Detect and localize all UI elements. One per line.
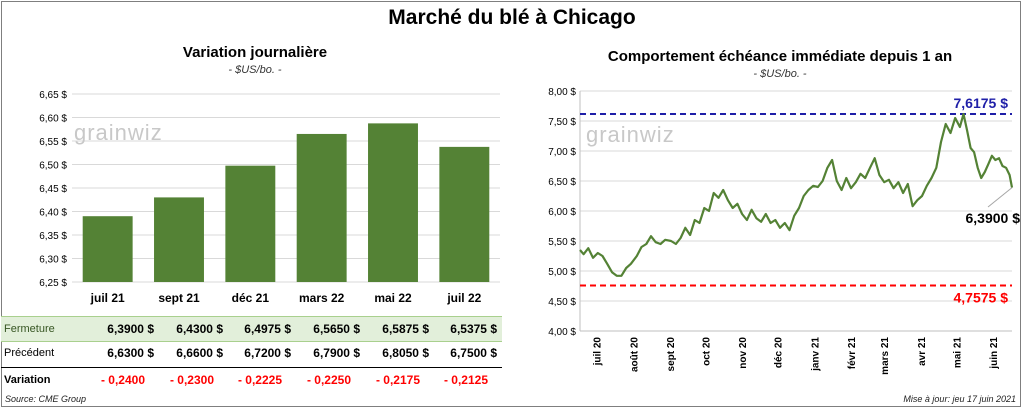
y-tick-label: 8,00 $ [548, 87, 576, 98]
bar [439, 146, 490, 282]
y-tick-label: 7,50 $ [548, 117, 576, 128]
x-tick-label: juil 22 [446, 291, 481, 305]
bar [296, 133, 347, 282]
table-row-fermeture: Fermeture 6,3900 $ 6,4300 $ 6,4975 $ 6,5… [1, 316, 502, 342]
source-note: Source: CME Group [5, 394, 87, 404]
precedent-value: 6,7500 $ [450, 346, 497, 360]
variation-value: - 0,2225 [237, 373, 282, 387]
left-chart-subtitle: - $US/bo. - [228, 64, 282, 76]
row-label-precedent: Précédent [4, 347, 55, 359]
y-tick-label: 4,50 $ [548, 297, 576, 308]
variation-value: - 0,2125 [443, 373, 488, 387]
y-tick-label: 6,35 $ [39, 231, 67, 242]
x-tick-label: mai 21 [952, 337, 963, 369]
bar [154, 197, 204, 282]
right-line-chart: 4,00 $ 4,50 $ 5,00 $ 5,50 $ 6,00 $ 6,50 $ 7,00… [548, 87, 1021, 375]
last-value-label: 6,3900 $ [966, 210, 1021, 226]
x-tick-label: sept 21 [158, 291, 200, 305]
x-tick-label: mai 22 [374, 291, 412, 305]
main-title: Marché du blé à Chicago [388, 6, 636, 29]
y-tick-label: 6,65 $ [39, 90, 67, 101]
left-chart-title: Variation journalière [182, 44, 328, 61]
y-tick-label: 6,25 $ [39, 278, 67, 289]
update-note: Mise à jour: jeu 17 juin 2021 [903, 394, 1016, 404]
variation-value: - 0,2175 [375, 373, 420, 387]
y-tick-label: 6,60 $ [39, 114, 67, 125]
last-value-leader [987, 187, 1013, 208]
precedent-value: 6,6300 $ [107, 346, 154, 360]
row-label-variation: Variation [4, 374, 51, 386]
fermeture-value: 6,4300 $ [176, 322, 223, 336]
x-tick-label: déc 20 [774, 337, 785, 369]
max-value-label: 7,6175 $ [954, 95, 1009, 111]
precedent-value: 6,8050 $ [382, 346, 429, 360]
precedent-value: 6,7200 $ [244, 346, 291, 360]
watermark-logo: grainwiz [74, 120, 163, 145]
y-tick-label: 6,50 $ [39, 161, 67, 172]
table-row-precedent: Précédent 6,6300 $ 6,6600 $ 6,7200 $ 6,7… [1, 341, 502, 365]
x-tick-label: nov 20 [738, 337, 749, 369]
watermark-logo: grainwiz [586, 122, 675, 147]
table-row-variation: Variation - 0,2400 - 0,2300 - 0,2225 - 0… [1, 367, 502, 392]
fermeture-value: 6,4975 $ [244, 322, 291, 336]
fermeture-value: 6,5875 $ [382, 322, 429, 336]
y-tick-label: 6,00 $ [548, 207, 576, 218]
y-tick-label: 7,00 $ [548, 147, 576, 158]
y-tick-label: 6,55 $ [39, 137, 67, 148]
x-tick-label: oct 20 [701, 337, 712, 366]
fermeture-value: 6,3900 $ [107, 322, 154, 336]
y-tick-label: 5,50 $ [548, 237, 576, 248]
fermeture-value: 6,5650 $ [313, 322, 360, 336]
fermeture-value: 6,5375 $ [450, 322, 497, 336]
x-tick-label: janv 21 [810, 337, 821, 372]
row-label-fermeture: Fermeture [4, 323, 55, 335]
x-tick-label: mars 22 [299, 291, 345, 305]
y-tick-label: 6,45 $ [39, 184, 67, 195]
x-tick-label: mars 21 [880, 337, 891, 375]
bar [225, 165, 276, 282]
y-tick-label: 5,00 $ [548, 267, 576, 278]
bar [82, 216, 133, 282]
y-tick-label: 4,00 $ [548, 327, 576, 338]
left-bar-chart: 6,25 $ 6,30 $ 6,35 $ 6,40 $ 6,45 $ 6,50 $ 6,55… [39, 90, 500, 305]
x-tick-label: juil 20 [593, 337, 604, 367]
variation-value: - 0,2250 [306, 373, 351, 387]
bar [368, 123, 418, 282]
x-tick-label: sept 20 [666, 337, 677, 372]
right-chart-subtitle: - $US/bo. - [753, 68, 807, 80]
x-tick-label: juin 21 [989, 337, 1000, 370]
x-tick-label: févr 21 [847, 337, 858, 370]
x-tick-label: juil 21 [90, 291, 125, 305]
right-chart-title: Comportement échéance immédiate depuis 1… [607, 48, 953, 65]
y-tick-label: 6,50 $ [548, 177, 576, 188]
y-tick-label: 6,30 $ [39, 255, 67, 266]
y-tick-label: 6,40 $ [39, 208, 67, 219]
min-value-label: 4,7575 $ [954, 290, 1009, 306]
precedent-value: 6,6600 $ [176, 346, 223, 360]
precedent-value: 6,7900 $ [313, 346, 360, 360]
x-tick-label: déc 21 [232, 291, 270, 305]
x-tick-label: août 20 [629, 337, 640, 372]
price-series-line [579, 112, 1014, 277]
x-tick-label: avr 21 [917, 337, 928, 366]
variation-value: - 0,2400 [100, 373, 145, 387]
variation-value: - 0,2300 [169, 373, 214, 387]
